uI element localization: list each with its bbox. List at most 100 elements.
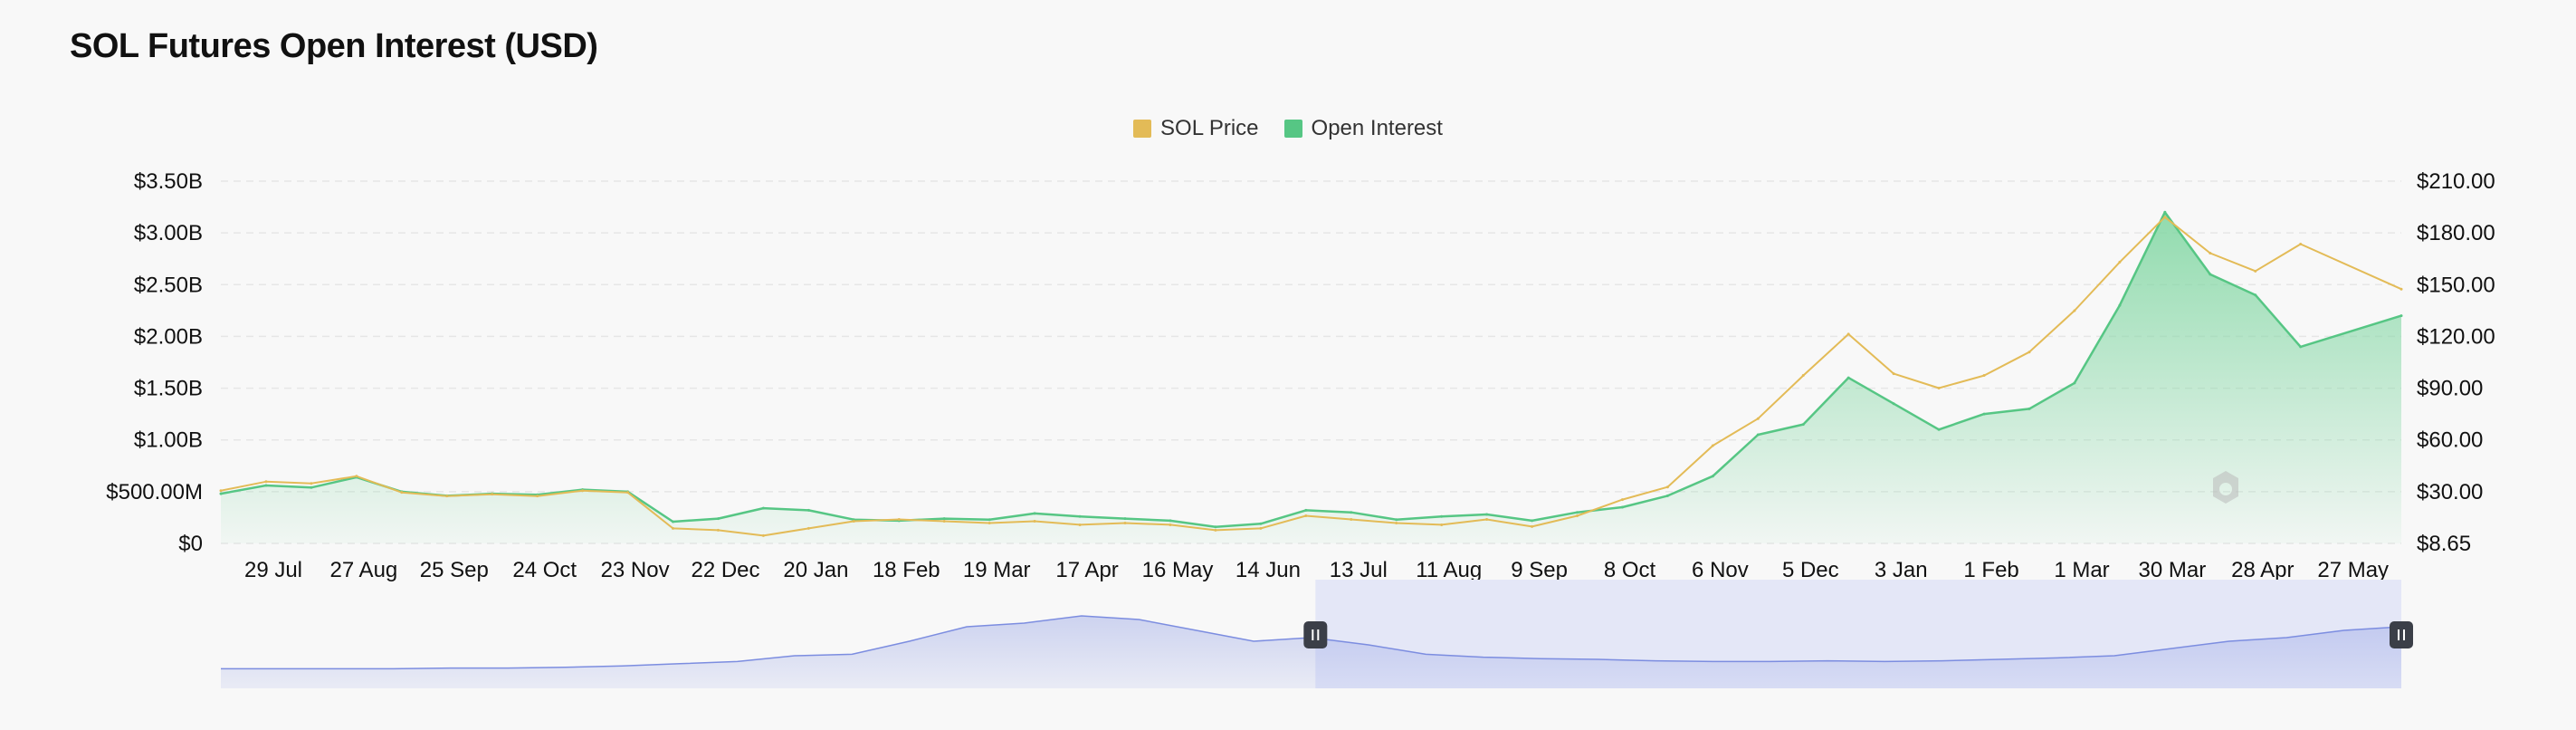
navigator-handle-right[interactable] (2390, 621, 2413, 648)
open-interest-point (1801, 423, 1805, 427)
open-interest-point (1350, 511, 1353, 514)
sol-price-point (626, 491, 630, 495)
sol-price-point (219, 489, 223, 493)
sol-price-point (2399, 287, 2403, 291)
navigator-handle-left[interactable] (1303, 621, 1328, 648)
open-interest-point (1440, 514, 1444, 518)
x-tick-label: 1 Feb (1963, 558, 2018, 582)
x-tick-label: 14 Jun (1236, 558, 1301, 582)
sol-price-line (220, 216, 2402, 537)
open-interest-point (1846, 376, 1850, 379)
sol-price-point (1395, 521, 1398, 524)
sol-price-point (1033, 519, 1036, 523)
sol-price-point (987, 521, 991, 524)
sol-price-point (1259, 526, 1263, 530)
x-tick-label: 3 Jan (1875, 558, 1928, 582)
open-interest-point (1756, 433, 1760, 437)
sol-price-point (1531, 524, 1534, 528)
x-tick-label: 11 Aug (1416, 558, 1482, 582)
open-interest-point (1395, 518, 1398, 522)
sol-price-point (1214, 528, 1217, 532)
open-interest-point (2027, 407, 2031, 410)
sol-price-point (1982, 374, 1986, 378)
y-right-tick-label: $180.00 (2417, 221, 2495, 245)
y-right-tick-label: $30.00 (2417, 480, 2483, 504)
sol-price-point (852, 519, 855, 523)
sol-price-point (806, 526, 810, 530)
x-tick-label: 17 Apr (1055, 558, 1118, 582)
y-left-tick-label: $2.00B (134, 324, 203, 349)
y-left-tick-label: $0 (178, 532, 203, 556)
chart-legend: SOL Price Open Interest (0, 116, 2576, 141)
y-left-tick-label: $1.00B (134, 428, 203, 453)
chart-title: SOL Futures Open Interest (USD) (70, 27, 598, 65)
x-tick-label: 29 Jul (244, 558, 302, 582)
open-interest-point (806, 508, 810, 512)
x-tick-label: 18 Feb (873, 558, 940, 582)
x-tick-label: 20 Jan (783, 558, 848, 582)
x-tick-label: 24 Oct (512, 558, 577, 582)
open-interest-point (1485, 513, 1489, 516)
open-interest-point (716, 517, 720, 521)
open-interest-point (1033, 512, 1036, 515)
sol-price-point (942, 519, 946, 523)
sol-price-point (2027, 351, 2031, 354)
y-left-tick-label: $1.50B (134, 377, 203, 401)
sol-price-point (1576, 514, 1579, 518)
legend-item-open-interest[interactable]: Open Interest (1283, 116, 1443, 141)
open-interest-point (1169, 519, 1172, 523)
x-tick-label: 9 Sep (1511, 558, 1568, 582)
sol-price-point (1665, 485, 1669, 489)
open-interest-point (264, 484, 268, 487)
x-tick-label: 27 May (2317, 558, 2389, 582)
y-right-tick-label: $90.00 (2417, 377, 2483, 401)
x-tick-label: 16 May (1142, 558, 1214, 582)
open-interest-point (1123, 517, 1127, 521)
sol-price-point (2073, 309, 2076, 312)
open-interest-point (1576, 511, 1579, 514)
open-interest-point (1304, 508, 1308, 512)
x-tick-label: 1 Mar (2054, 558, 2109, 582)
y-left-tick-label: $3.50B (134, 169, 203, 194)
open-interest-point (1531, 519, 1534, 523)
sol-price-point (2209, 251, 2212, 255)
open-interest-point (2073, 381, 2076, 385)
open-interest-point (1711, 475, 1714, 478)
y-right-tick-label: $8.65 (2417, 532, 2471, 556)
x-tick-label: 8 Oct (1604, 558, 1656, 582)
open-interest-point (219, 492, 223, 495)
sol-price-point (1937, 386, 1941, 389)
y-left-tick-label: $3.00B (134, 221, 203, 245)
open-interest-point (310, 485, 313, 489)
sol-price-point (2299, 243, 2303, 246)
open-interest-point (1620, 505, 1624, 509)
x-tick-label: 23 Nov (601, 558, 670, 582)
open-interest-point (761, 506, 765, 510)
sol-price-point (761, 533, 765, 537)
sol-price-point (716, 528, 720, 532)
sol-price-point (445, 495, 449, 498)
x-tick-label: 13 Jul (1330, 558, 1388, 582)
coinglass-logo (2213, 471, 2238, 504)
open-interest-point (1937, 427, 1941, 431)
sol-price-point (536, 495, 539, 498)
sol-price-point (1440, 523, 1444, 526)
sol-price-point (1485, 517, 1489, 521)
sol-price-point (581, 489, 585, 493)
sol-price-point (264, 480, 268, 484)
sol-price-point (491, 493, 494, 496)
open-interest-point (1214, 525, 1217, 529)
open-interest-point (1078, 514, 1082, 518)
legend-swatch-sol-price (1133, 120, 1152, 138)
legend-swatch-open-interest (1283, 120, 1302, 138)
sol-price-point (400, 491, 404, 495)
x-tick-label: 19 Mar (963, 558, 1031, 582)
sol-price-point (2254, 269, 2257, 273)
sol-price-point (1169, 523, 1172, 526)
x-tick-label: 25 Sep (420, 558, 489, 582)
sol-price-point (1801, 374, 1805, 378)
open-interest-point (2254, 293, 2257, 297)
open-interest-point (2399, 314, 2403, 318)
legend-label-sol-price: SOL Price (1160, 116, 1259, 140)
legend-item-sol-price[interactable]: SOL Price (1133, 116, 1259, 141)
